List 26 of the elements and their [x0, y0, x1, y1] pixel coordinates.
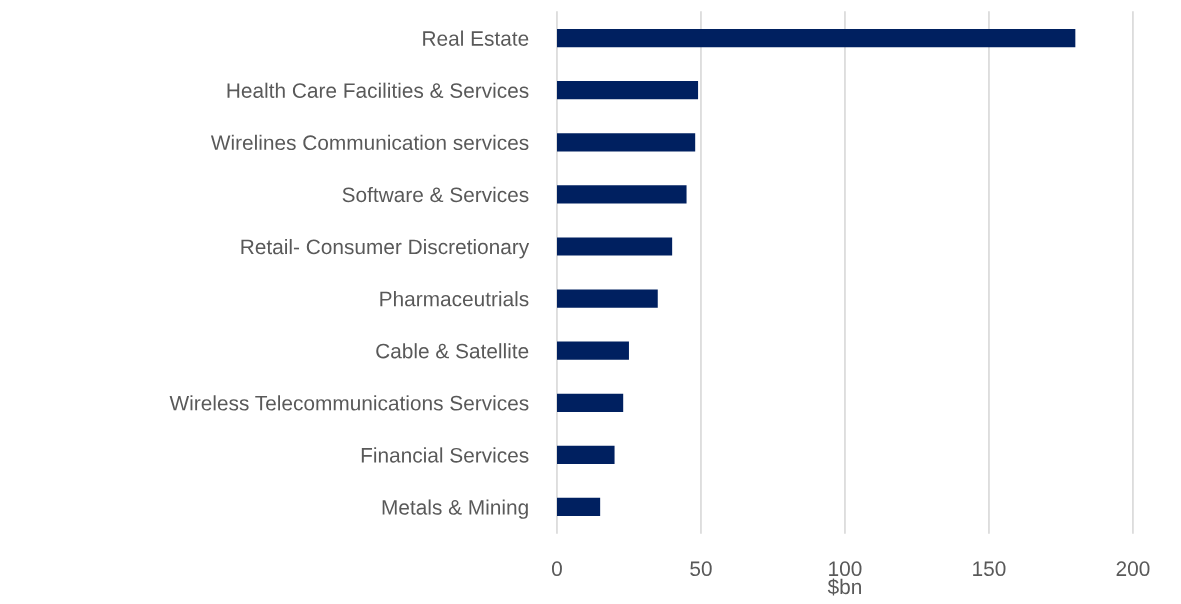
bar: [556, 341, 629, 360]
y-tick-label: Wireless Telecommunications Services: [169, 395, 529, 411]
x-axis-title: $bn: [827, 578, 861, 596]
bar: [556, 185, 687, 204]
y-tick-label: Financial Services: [361, 447, 529, 463]
y-tick-label: Metals & Mining: [382, 499, 528, 519]
bar: [556, 237, 673, 256]
y-tick-label: Health Care Facilities & Services: [227, 82, 529, 98]
x-tick-label: 50: [690, 561, 712, 577]
y-tick-label: Retail- Consumer Discretionary: [241, 238, 530, 259]
bar: [556, 81, 699, 100]
x-tick-label: 200: [1116, 561, 1150, 577]
y-tick-label: Cable & Satellite: [376, 343, 529, 359]
x-tick-label: 150: [973, 561, 1006, 577]
y-tick-label: Real Estate: [423, 30, 529, 46]
bar: [556, 133, 696, 152]
bar: [556, 393, 624, 412]
x-tick-label: 100: [829, 561, 862, 577]
y-tick-label: Wirelines Communication services: [210, 134, 529, 151]
bar: [556, 497, 601, 517]
bar: [556, 445, 615, 464]
y-tick-label: Pharmaceutrials: [380, 291, 529, 307]
y-tick-label: Software & Services: [342, 186, 529, 203]
x-tick-label: 0: [551, 561, 562, 577]
bar: [556, 29, 1076, 48]
bar: [556, 289, 658, 308]
